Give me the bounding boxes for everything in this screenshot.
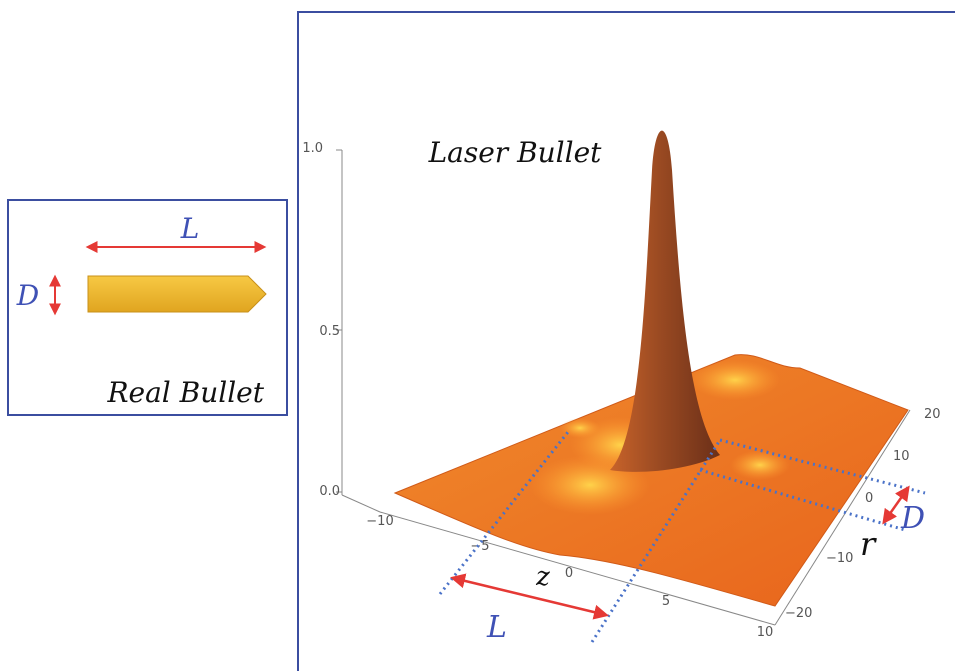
- r-tick-label: 20: [924, 407, 941, 422]
- r-axis-label: r: [860, 525, 877, 563]
- r-tick-label: −10: [826, 551, 853, 566]
- z-tick-label: 10: [757, 625, 774, 640]
- z-axis-label: z: [535, 562, 550, 592]
- figure: L D Real Bullet Laser Bullet 1.0 0.5 0.0…: [0, 0, 955, 671]
- diameter-label: D: [900, 501, 925, 536]
- laser-bullet-panel: Laser Bullet 1.0 0.5 0.0 −10 −5 0 5 10 2…: [298, 12, 955, 671]
- length-arrow: [453, 578, 606, 615]
- r-tick-label: 0: [865, 491, 873, 506]
- caption: Real Bullet: [106, 376, 264, 409]
- diameter-label: D: [16, 279, 39, 312]
- vertical-tick-label: 0.5: [319, 324, 340, 339]
- length-label: L: [486, 610, 507, 645]
- r-tick-label: 10: [893, 449, 910, 464]
- caption: Laser Bullet: [428, 136, 603, 169]
- z-tick-label: 0: [565, 566, 573, 581]
- panel-border: [298, 12, 955, 671]
- bullet-shape: [88, 276, 266, 312]
- r-tick-label: −20: [785, 606, 812, 621]
- real-bullet-panel: L D Real Bullet: [8, 200, 287, 415]
- z-tick-label: 5: [662, 594, 670, 609]
- vertical-tick-label: 0.0: [319, 484, 340, 499]
- z-tick-label: −10: [366, 514, 393, 529]
- vertical-tick-label: 1.0: [302, 141, 323, 156]
- length-label: L: [180, 212, 200, 245]
